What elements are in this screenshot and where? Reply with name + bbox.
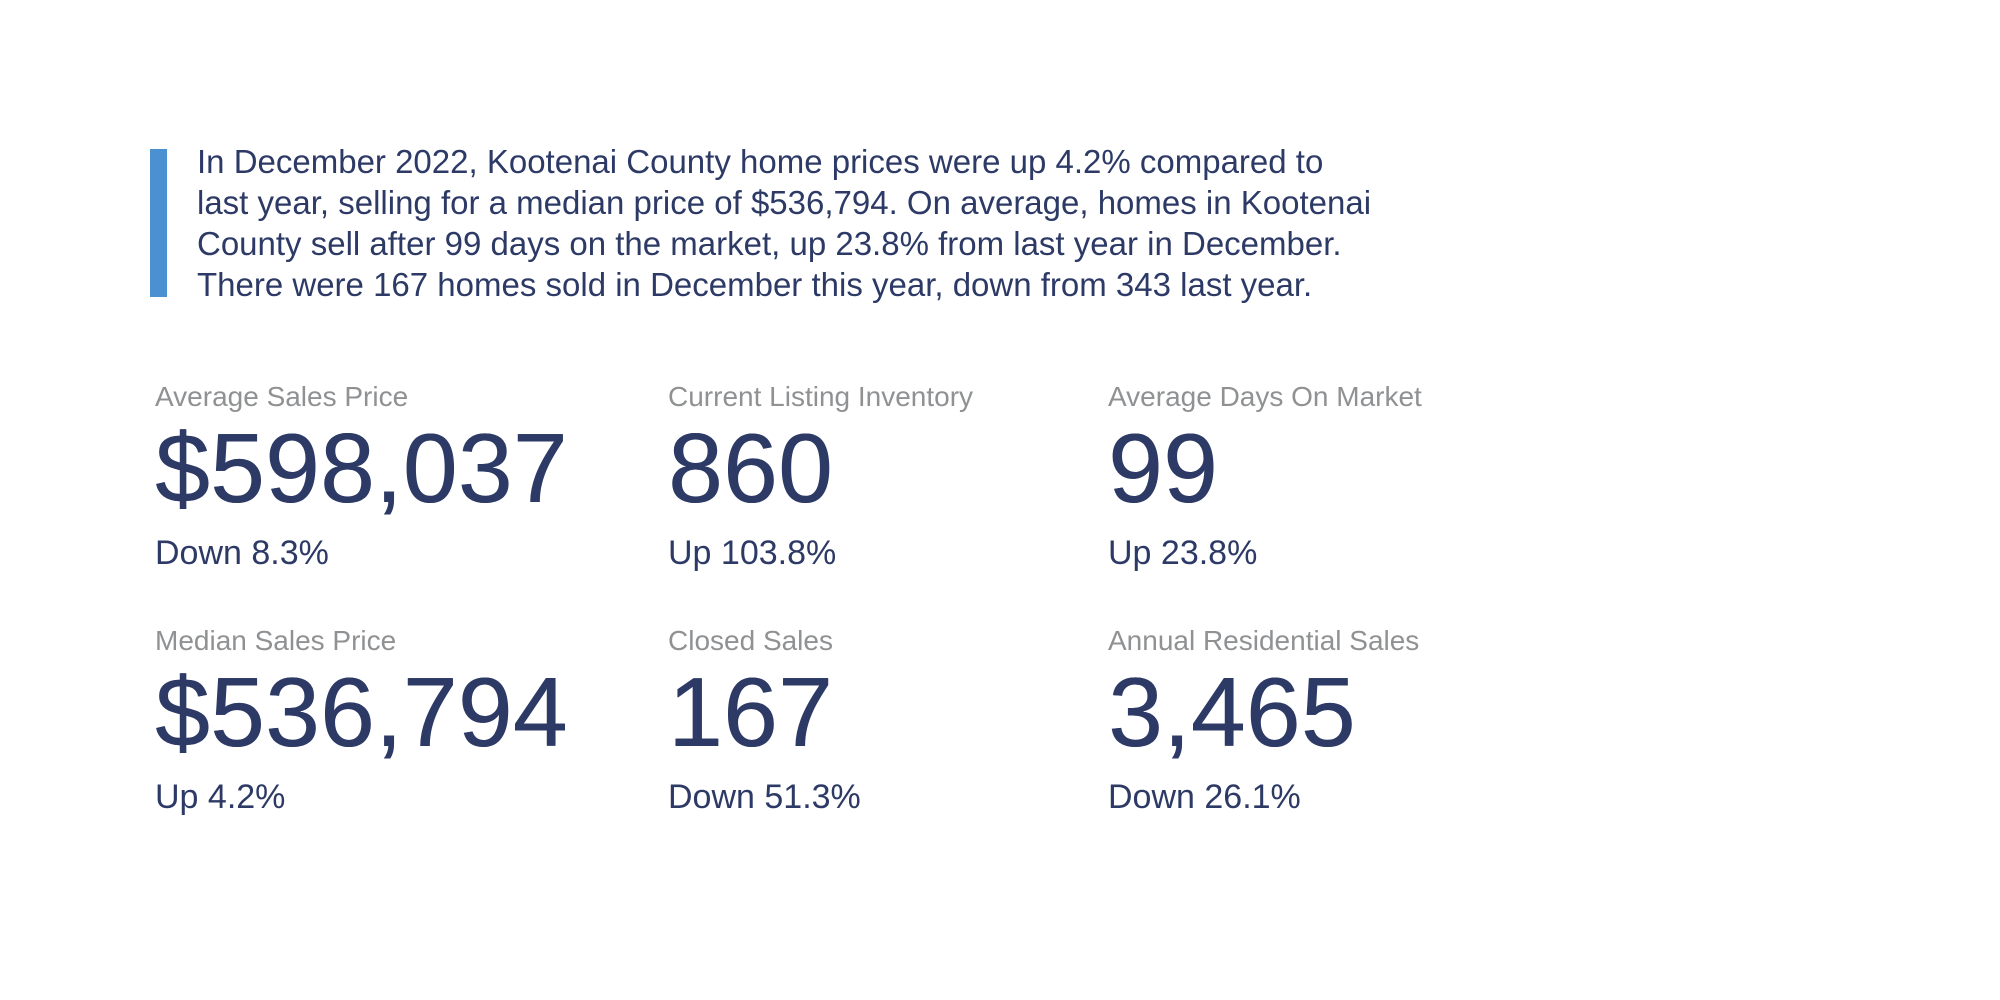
- stat-value: $536,794: [155, 657, 568, 767]
- stat-value: 167: [668, 657, 834, 767]
- stat-card-average-days-on-market: Average Days On Market 99 Up 23.8%: [1108, 380, 1578, 573]
- stat-label: Current Listing Inventory: [668, 381, 974, 412]
- stat-label: Closed Sales: [668, 625, 833, 656]
- summary-accent-bar: [150, 149, 167, 297]
- stat-label: Average Sales Price: [155, 381, 409, 412]
- stat-value: 860: [668, 413, 834, 523]
- stat-card-average-sales-price: Average Sales Price $598,037 Down 8.3%: [155, 380, 668, 573]
- market-summary: In December 2022, Kootenai County home p…: [150, 141, 1371, 305]
- stat-value: 3,465: [1108, 657, 1356, 767]
- stat-card-current-listing-inventory: Current Listing Inventory 860 Up 103.8%: [668, 380, 1108, 573]
- stat-change: Down 51.3%: [668, 778, 861, 816]
- stat-change: Down 26.1%: [1108, 778, 1301, 816]
- stats-grid: Average Sales Price $598,037 Down 8.3% C…: [155, 380, 1578, 817]
- stat-change: Up 103.8%: [668, 534, 837, 572]
- summary-line: There were 167 homes sold in December th…: [197, 266, 1313, 303]
- summary-line: County sell after 99 days on the market,…: [197, 225, 1342, 262]
- stat-card-median-sales-price: Median Sales Price $536,794 Up 4.2%: [155, 624, 668, 817]
- stat-card-annual-residential-sales: Annual Residential Sales 3,465 Down 26.1…: [1108, 624, 1578, 817]
- market-summary-text: In December 2022, Kootenai County home p…: [197, 141, 1371, 305]
- stat-card-closed-sales: Closed Sales 167 Down 51.3%: [668, 624, 1108, 817]
- summary-line: last year, selling for a median price of…: [197, 184, 1372, 221]
- stat-change: Up 23.8%: [1108, 534, 1258, 572]
- stat-change: Up 4.2%: [155, 778, 286, 816]
- stat-value: 99: [1108, 413, 1219, 523]
- stat-label: Average Days On Market: [1108, 381, 1422, 412]
- stat-label: Annual Residential Sales: [1108, 625, 1420, 656]
- summary-line: In December 2022, Kootenai County home p…: [197, 143, 1324, 180]
- stat-change: Down 8.3%: [155, 534, 329, 572]
- stat-value: $598,037: [155, 413, 568, 523]
- stat-label: Median Sales Price: [155, 625, 397, 656]
